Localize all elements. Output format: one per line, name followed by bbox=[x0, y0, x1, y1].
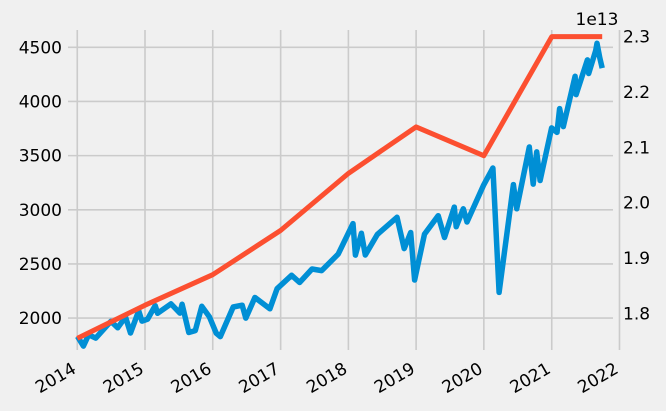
left-y-tick-label: 3000 bbox=[19, 201, 62, 221]
left-y-tick-label: 2500 bbox=[19, 255, 62, 275]
left-y-tick-label: 4500 bbox=[19, 38, 62, 58]
right-y-tick-label: 1.8 bbox=[623, 304, 650, 324]
right-y-tick-label: 1.9 bbox=[623, 249, 650, 269]
left-axis-series-line bbox=[75, 40, 605, 349]
left-y-tick-label: 3500 bbox=[19, 147, 62, 167]
right-y-tick-label: 2.0 bbox=[623, 194, 650, 214]
right-y-tick-label: 2.2 bbox=[623, 83, 650, 103]
series-layer bbox=[75, 34, 605, 349]
right-axis-series-line bbox=[76, 34, 603, 341]
left-y-tick-label: 4000 bbox=[19, 92, 62, 112]
right-y-tick-label: 2.3 bbox=[623, 28, 650, 48]
grid bbox=[68, 30, 621, 350]
left-y-tick-label: 2000 bbox=[19, 309, 62, 329]
left-y-axis: 2000 2500 3000 3500 4000 4500 bbox=[19, 38, 62, 329]
right-y-tick-label: 2.1 bbox=[623, 138, 650, 158]
right-y-axis: 1e13 1.8 1.9 2.0 2.1 2.2 2.3 bbox=[576, 10, 651, 324]
right-axis-offset-label: 1e13 bbox=[576, 10, 619, 30]
